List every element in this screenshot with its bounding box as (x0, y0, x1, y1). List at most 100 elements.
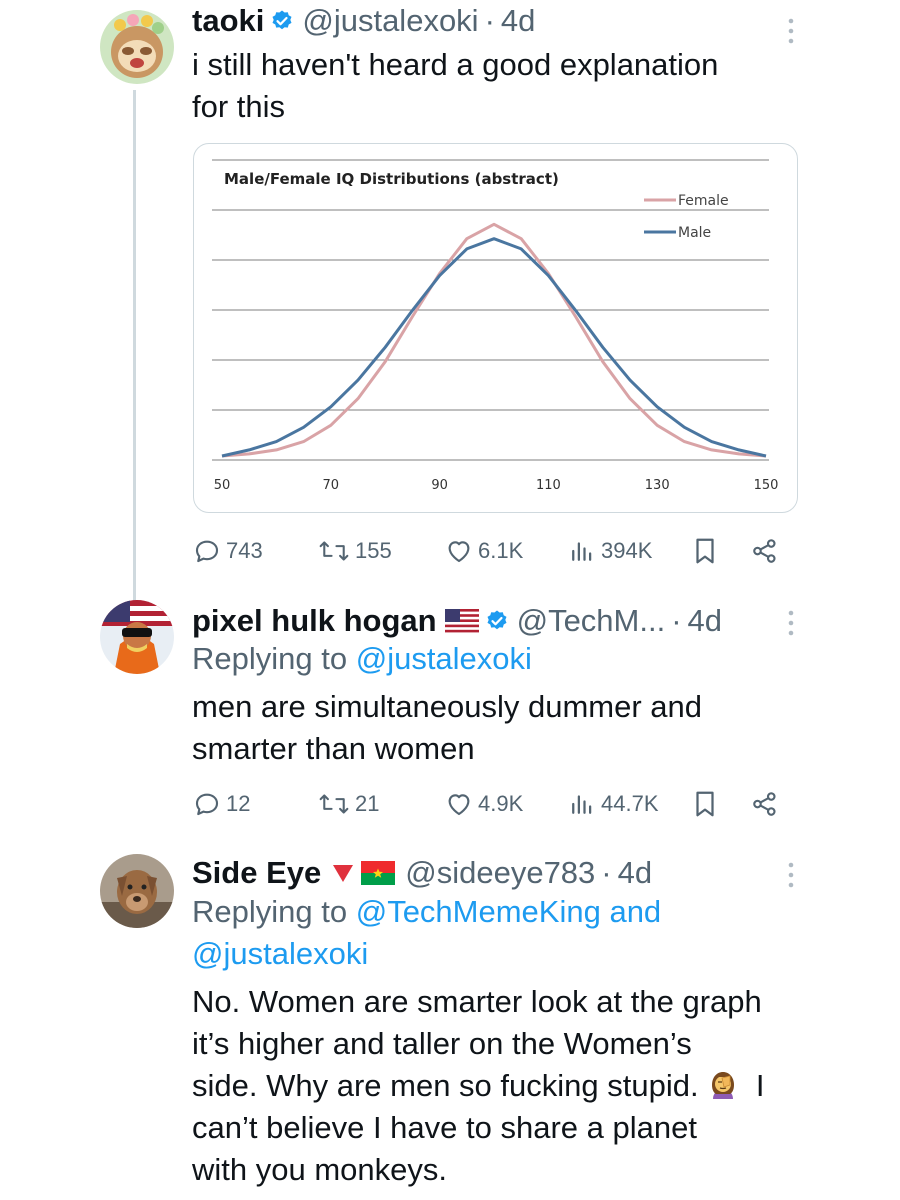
like-button[interactable]: 6.1K (444, 536, 523, 566)
more-options-icon[interactable] (787, 610, 795, 636)
repost-count: 21 (355, 791, 380, 816)
tweet-text: No. Women are smarter look at the graph … (192, 981, 764, 1191)
tweet-text: men are simultaneously dummer and smarte… (192, 686, 702, 770)
separator-dot: · (601, 855, 612, 890)
legend-label-female: Female (678, 193, 729, 209)
like-count: 4.9K (478, 791, 524, 816)
tweet-text-line: with you monkeys. (192, 1152, 447, 1187)
user-handle[interactable]: @TechM... (516, 603, 666, 638)
tweet-text-line: can’t believe I have to share a planet (192, 1110, 697, 1145)
hulk-hogan-avatar-image (100, 600, 174, 674)
timestamp[interactable]: 4d (500, 3, 536, 38)
tweet-text-line: smarter than women (192, 731, 475, 766)
timestamp[interactable]: 4d (617, 855, 653, 890)
legend-label-male: Male (678, 225, 711, 241)
tweet-text-segment: side. Why are men so fucking stupid. (192, 1068, 699, 1103)
repost-icon (319, 794, 349, 814)
tweet-text-line: men are simultaneously dummer and (192, 689, 703, 724)
replying-to-prefix: Replying to (192, 641, 356, 676)
more-options-icon[interactable] (787, 862, 795, 888)
chart-series-lines (221, 222, 767, 458)
reply-count: 12 (226, 791, 251, 816)
chart-x-tick-labels: 50 70 90 110 130 150 (214, 478, 779, 493)
replying-to-link[interactable]: @TechMemeKing and (355, 894, 662, 929)
x-tick-label: 110 (536, 478, 561, 493)
display-name[interactable]: Side Eye (192, 855, 322, 890)
tweet-header: Side Eye @sideeye783 · 4d (192, 852, 652, 894)
tweet-text: i still haven't heard a good explanation… (192, 44, 718, 128)
avatar[interactable] (100, 10, 174, 84)
heart-icon (448, 794, 470, 816)
user-handle[interactable]: @justalexoki (302, 3, 479, 38)
x-tick-label: 130 (645, 478, 670, 493)
replying-to: Replying to @justalexoki (192, 638, 532, 680)
chart-gridlines (212, 159, 769, 461)
views-count: 394K (601, 538, 653, 563)
x-tick-label: 70 (323, 478, 340, 493)
tweet-text-line: for this (192, 89, 286, 124)
bookmark-button[interactable] (692, 789, 722, 819)
repost-button[interactable]: 155 (317, 536, 392, 566)
x-tick-label: 90 (431, 478, 448, 493)
like-count: 6.1K (478, 538, 524, 563)
tweet-text-line: it’s higher and taller on the Women’s (192, 1026, 692, 1061)
tweet-text-line: side. Why are men so fucking stupid. I (192, 1065, 764, 1107)
burkina-faso-flag-icon (361, 861, 396, 885)
reply-icon (195, 540, 219, 563)
views-count: 44.7K (601, 791, 659, 816)
more-options-icon[interactable] (787, 18, 795, 44)
avatar[interactable] (100, 854, 174, 928)
views-chart-icon (572, 795, 592, 814)
share-icon (753, 792, 776, 816)
user-handle[interactable]: @sideeye783 (405, 855, 596, 890)
media-chart-image[interactable]: Male/Female IQ Distributions (abstract) … (193, 143, 798, 513)
us-flag-icon (444, 609, 479, 633)
tweet-actions: 743 155 6.1K 394K (192, 534, 782, 568)
x-tick-label: 50 (214, 478, 231, 493)
share-button[interactable] (750, 536, 784, 566)
display-name[interactable]: taoki (192, 3, 265, 38)
share-icon (753, 539, 776, 563)
separator-dot: · (484, 3, 495, 38)
avatar[interactable] (100, 600, 174, 674)
replying-to-link[interactable]: @justalexoki (192, 936, 369, 971)
tweet-header: pixel hulk hogan @TechM... · 4d (192, 600, 722, 642)
like-button[interactable]: 4.9K (444, 789, 523, 819)
repost-count: 155 (355, 538, 392, 563)
bookmark-icon (696, 538, 714, 564)
tweet-text-segment: I (755, 1068, 765, 1103)
red-triangle-icon (333, 865, 354, 882)
thread-connector-line (133, 90, 136, 610)
separator-dot: · (671, 603, 682, 638)
replying-to-prefix: Replying to (192, 894, 356, 929)
reply-button[interactable]: 12 (192, 789, 250, 819)
series-line-female (221, 222, 767, 458)
iq-distribution-chart: Male/Female IQ Distributions (abstract) … (212, 159, 779, 493)
views-chart-icon (572, 542, 592, 561)
series-line-male (221, 237, 767, 458)
bookmark-icon (696, 791, 714, 817)
repost-icon (319, 541, 349, 561)
x-tick-label: 150 (754, 478, 779, 493)
replying-to-link[interactable]: @justalexoki (355, 641, 532, 676)
heart-icon (448, 541, 470, 563)
verified-badge-icon (485, 609, 509, 633)
share-button[interactable] (750, 789, 784, 819)
timestamp[interactable]: 4d (687, 603, 723, 638)
display-name[interactable]: pixel hulk hogan (192, 603, 437, 638)
chart-title: Male/Female IQ Distributions (abstract) (224, 170, 559, 188)
replying-to: Replying to @TechMemeKing and @justalexo… (192, 891, 661, 975)
views-button[interactable]: 394K (567, 536, 652, 566)
reply-button[interactable]: 743 (192, 536, 263, 566)
tweet-header: taoki @justalexoki · 4d (192, 0, 535, 42)
repost-button[interactable]: 21 (317, 789, 379, 819)
tweet-text-line: No. Women are smarter look at the graph (192, 984, 762, 1019)
reply-icon (195, 793, 219, 816)
tweet-actions: 12 21 4.9K 44.7K (192, 787, 782, 821)
facepalm-emoji-icon (712, 1072, 735, 1099)
sloth-avatar-image (100, 10, 174, 84)
bookmark-button[interactable] (692, 536, 722, 566)
reply-count: 743 (226, 538, 263, 563)
dog-avatar-image (100, 854, 174, 928)
views-button[interactable]: 44.7K (567, 789, 659, 819)
